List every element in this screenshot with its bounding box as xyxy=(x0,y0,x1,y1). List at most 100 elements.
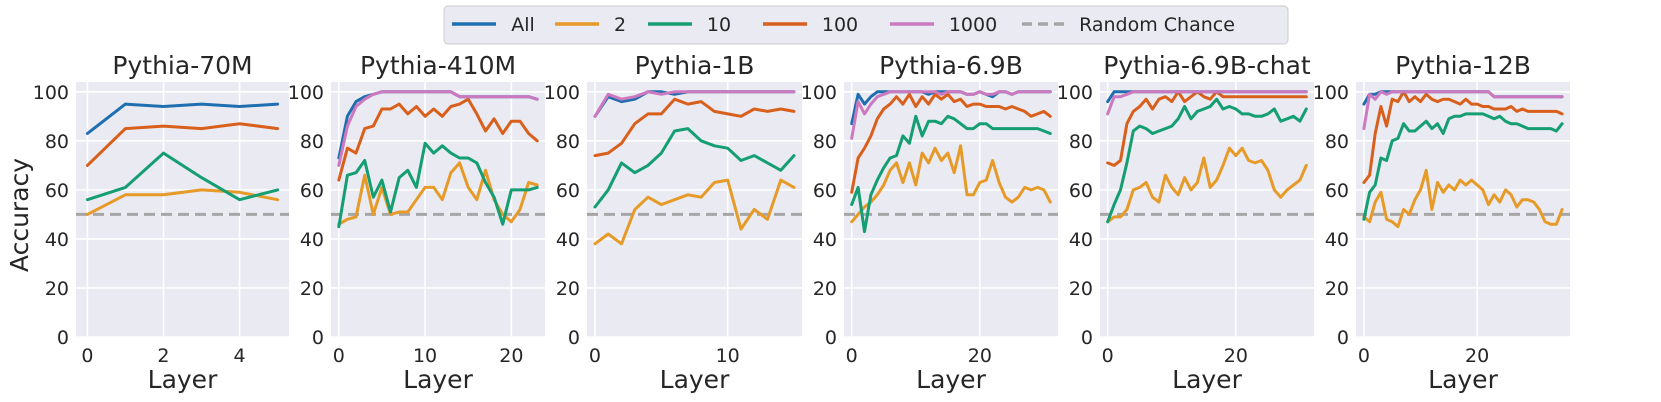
x-tick-label: 20 xyxy=(1465,345,1489,367)
y-tick-label: 100 xyxy=(544,82,580,104)
legend-label-random-chance: Random Chance xyxy=(1079,14,1235,36)
plot-area xyxy=(1100,82,1314,337)
x-tick-label: 10 xyxy=(413,345,437,367)
legend: All 2 10 100 1000 Random Chance xyxy=(443,5,1289,45)
series-line-100 xyxy=(1106,90,1308,167)
series-line-100 xyxy=(85,122,280,167)
x-axis-label: Layer xyxy=(403,365,473,394)
y-tick-label: 20 xyxy=(300,278,324,300)
y-axis-label: Accuracy xyxy=(5,158,34,272)
panel-title: Pythia-6.9B xyxy=(879,51,1023,80)
x-tick-label: 20 xyxy=(1224,345,1248,367)
y-tick-label: 60 xyxy=(813,180,837,202)
y-tick-label: 80 xyxy=(1069,131,1093,153)
y-tick-label: 0 xyxy=(312,327,324,349)
y-tick-label: 0 xyxy=(1337,327,1349,349)
plot-area xyxy=(1356,82,1570,337)
series-line-2 xyxy=(85,188,280,216)
y-tick-label: 60 xyxy=(1069,180,1093,202)
x-tick-label: 0 xyxy=(1102,345,1114,367)
x-tick-label: 20 xyxy=(499,345,523,367)
series-line-2 xyxy=(1362,168,1564,229)
series-line-10 xyxy=(850,114,1052,234)
series-line-1000 xyxy=(593,90,796,118)
panel-3: 0 20 40 60 80 100 0 10 Pythia-1B Layer xyxy=(544,51,802,394)
y-tick-label: 100 xyxy=(33,82,69,104)
y-tick-label: 40 xyxy=(1325,229,1349,251)
x-tick-label: 2 xyxy=(157,345,169,367)
series-line-1000 xyxy=(1106,90,1308,116)
series-line-2 xyxy=(850,144,1052,224)
y-tick-label: 0 xyxy=(568,327,580,349)
legend-label-1000: 1000 xyxy=(949,14,997,36)
x-axis-label: Layer xyxy=(1172,365,1242,394)
panel-6: 0 20 40 60 80 100 0 20 Pythia-12B Layer xyxy=(1313,51,1570,394)
panel-title: Pythia-6.9B-chat xyxy=(1103,51,1311,80)
series-line-10 xyxy=(593,127,796,209)
x-axis-label: Layer xyxy=(148,365,218,394)
y-tick-label: 20 xyxy=(813,278,837,300)
panel-title: Pythia-1B xyxy=(635,51,755,80)
plot-area xyxy=(587,82,802,337)
series-line-1000 xyxy=(1362,90,1564,131)
x-axis-label: Layer xyxy=(660,365,730,394)
y-tick-label: 100 xyxy=(801,82,837,104)
series-line-100 xyxy=(337,97,539,182)
panel-5: 0 20 40 60 80 100 0 20 Pythia-6.9B-chat Layer xyxy=(1057,51,1314,394)
y-tick-label: 100 xyxy=(1313,82,1349,104)
legend-label-all: All xyxy=(511,14,535,36)
x-tick-label: 0 xyxy=(589,345,601,367)
y-tick-label: 60 xyxy=(556,180,580,202)
y-tick-label: 20 xyxy=(1325,278,1349,300)
panel-title: Pythia-12B xyxy=(1395,51,1531,80)
legend-label-10: 10 xyxy=(707,14,731,36)
legend-box xyxy=(443,5,1289,45)
series-line-10 xyxy=(1362,112,1564,221)
y-tick-label: 40 xyxy=(45,229,69,251)
series-line-2 xyxy=(1106,146,1308,224)
y-tick-label: 40 xyxy=(556,229,580,251)
y-tick-label: 40 xyxy=(1069,229,1093,251)
x-axis-label: Layer xyxy=(916,365,986,394)
y-tick-label: 0 xyxy=(1081,327,1093,349)
y-tick-label: 80 xyxy=(813,131,837,153)
series-line-100 xyxy=(850,92,1052,194)
panel-title: Pythia-410M xyxy=(360,51,516,80)
x-tick-label: 4 xyxy=(234,345,246,367)
y-tick-label: 100 xyxy=(1057,82,1093,104)
y-tick-label: 40 xyxy=(813,229,837,251)
series-line-10 xyxy=(337,141,539,229)
x-tick-label: 0 xyxy=(1358,345,1370,367)
y-tick-label: 80 xyxy=(45,131,69,153)
y-tick-label: 20 xyxy=(556,278,580,300)
y-tick-label: 100 xyxy=(288,82,324,104)
y-tick-label: 60 xyxy=(1325,180,1349,202)
legend-label-100: 100 xyxy=(822,14,858,36)
panel-4: 0 20 40 60 80 100 0 20 Pythia-6.9B Layer xyxy=(801,51,1058,394)
y-tick-label: 80 xyxy=(1325,131,1349,153)
y-tick-label: 0 xyxy=(825,327,837,349)
y-tick-label: 80 xyxy=(556,131,580,153)
y-tick-label: 0 xyxy=(57,327,69,349)
series-line-100 xyxy=(593,97,796,158)
series-line-1000 xyxy=(337,90,539,167)
panel-1: 0 20 40 60 80 100 0 2 4 Pythia-70M Layer xyxy=(33,51,289,394)
x-tick-label: 20 xyxy=(968,345,992,367)
x-tick-label: 0 xyxy=(333,345,345,367)
series-line-2 xyxy=(593,178,796,246)
series-line-100 xyxy=(1362,90,1564,184)
series-line-All xyxy=(85,102,280,135)
series-line-10 xyxy=(85,151,280,202)
x-tick-label: 0 xyxy=(81,345,93,367)
panel-2: 0 20 40 60 80 100 0 10 20 Pythia-410M Layer xyxy=(288,51,545,394)
plot-area xyxy=(76,82,289,337)
x-tick-label: 0 xyxy=(846,345,858,367)
series-line-10 xyxy=(1106,97,1308,224)
y-tick-label: 40 xyxy=(300,229,324,251)
legend-label-2: 2 xyxy=(614,14,626,36)
x-axis-label: Layer xyxy=(1428,365,1498,394)
x-tick-label: 10 xyxy=(716,345,740,367)
y-tick-label: 20 xyxy=(1069,278,1093,300)
series-line-1000 xyxy=(850,90,1052,140)
